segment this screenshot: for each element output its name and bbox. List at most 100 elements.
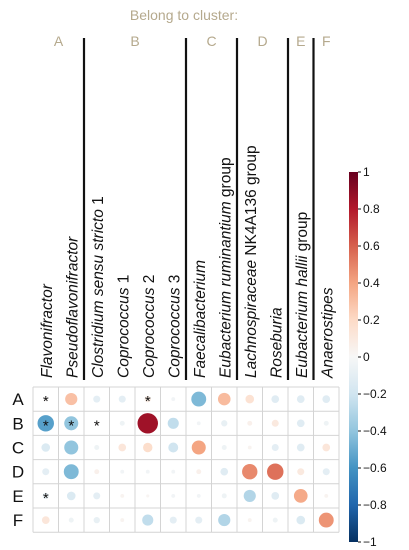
corr-cell-d-10 [297,468,305,476]
significance-marker: * [94,417,100,434]
corr-cell-d-0 [42,468,50,476]
corr-cell-e-7 [221,493,227,499]
colorbar-tick-label: −1 [363,535,377,549]
row-label-c: C [12,439,24,458]
corr-cell-b-8 [247,420,253,426]
colorbar-tick-label: 0.6 [363,239,380,253]
column-label: Lachnospiraceae NK4A136 group [243,145,260,378]
colorbar-tick-label: 1 [363,165,370,179]
significance-marker: * [43,393,49,410]
colorbar-tick-label: 0 [363,350,370,364]
corr-cell-b-9 [271,419,279,427]
corr-cell-c-8 [247,445,252,450]
corr-cell-c-11 [322,443,331,452]
colorbar-tick-label: −0.4 [363,424,387,438]
column-label: Pseudoflavonifractor [64,236,81,378]
colorbar-tick-label: −0.6 [363,461,387,475]
colorbar-tick-label: −0.8 [363,498,387,512]
column-label: Anaerostipes [319,287,336,379]
corr-cell-a-2 [93,395,101,403]
corr-cell-e-3 [120,493,125,498]
corr-cell-a-5 [171,397,176,402]
column-label-part: Coprococcus [141,287,158,378]
significance-marker: * [43,490,49,507]
corr-cell-f-7 [218,514,231,527]
corr-cell-a-4 [144,395,151,403]
corr-cell-f-4 [142,514,154,526]
colorbar-tick-label: 0.2 [363,313,380,327]
corr-cell-e-0 [42,492,49,500]
corr-cell-e-11 [324,493,329,498]
significance-marker: * [43,417,49,434]
column-label-part: Eubacterium hallii [294,255,311,378]
corr-cell-a-1 [65,393,78,406]
column-label: Coprococcus 1 [115,275,132,378]
corr-cell-b-3 [119,420,125,426]
corr-cell-a-3 [118,395,126,403]
corr-cell-f-5 [169,516,177,524]
column-label-part: Roseburia [268,307,285,378]
column-label-part: Clostridium sensu stricto [90,209,107,378]
cluster-label-b: B [130,33,139,49]
corr-cell-b-4 [137,413,158,434]
corr-cell-e-4 [146,494,150,498]
corr-cell-f-11 [318,512,334,528]
corr-cell-c-4 [143,442,153,453]
corr-cell-c-7 [221,445,227,450]
corr-cell-b-5 [167,417,179,429]
corr-cell-b-1 [64,416,79,431]
corr-cell-d-5 [171,469,176,474]
row-label-e: E [12,487,23,506]
column-label: Coprococcus 3 [166,275,183,378]
matrix-cells: * * * * * * [37,391,334,528]
corr-cell-e-10 [293,489,308,503]
column-label-part: Coprococcus [166,287,183,378]
column-label-part: Eubacterium ruminantium [217,201,234,378]
cluster-header: Belong to cluster: [130,7,238,23]
corr-cell-d-11 [322,468,330,476]
corr-cell-d-3 [120,469,125,474]
column-label-part: Anaerostipes [319,287,336,379]
column-label-part: Lachnospiraceae [243,260,260,378]
corr-cell-a-8 [245,394,255,404]
corr-cell-f-10 [296,515,306,525]
cluster-label-f: F [322,33,331,49]
corr-cell-f-2 [93,516,100,524]
column-label: Coprococcus 2 [141,275,158,378]
column-label-part: 2 [141,275,158,288]
corr-cell-a-9 [271,395,280,403]
column-label: Roseburia [268,307,285,378]
colorbar-tick-label: −0.2 [363,387,387,401]
corr-cell-b-11 [323,420,329,426]
column-label: Clostridium sensu stricto 1 [90,196,107,378]
corr-cell-c-5 [168,442,179,453]
cluster-label-a: A [54,33,64,49]
corr-cell-d-1 [63,464,79,480]
colorbar: 1 0.8 0.6 0.4 0.2 0 −0.2 −0.4 −0.6 −0.8 −1 [349,165,387,549]
corr-cell-b-10 [296,419,305,428]
cluster-label-e: E [296,33,305,49]
corr-cell-c-2 [94,445,100,450]
row-label-b: B [12,414,23,433]
column-labels: Flavonifractor Pseudoflavonifractor Clostr… [39,145,337,379]
corr-cell-c-6 [191,440,206,455]
column-label-part: 1 [90,196,107,209]
corr-cell-f-3 [120,518,125,523]
corr-cell-c-10 [296,443,305,452]
corr-cell-e-9 [271,492,280,500]
significance-marker: * [68,417,74,434]
corr-cell-e-2 [93,492,101,500]
corr-cell-d-4 [145,469,150,474]
corr-cell-e-6 [196,493,201,498]
column-label-part: Pseudoflavonifractor [64,236,81,378]
column-label-part: Flavonifractor [39,283,56,378]
corr-cell-d-9 [267,463,284,480]
row-label-d: D [12,463,24,482]
corr-cell-e-5 [171,493,176,498]
column-label: Faecalibacterium [192,260,209,378]
corr-cell-c-1 [64,440,79,455]
column-label-part: Faecalibacterium [192,260,209,378]
row-label-f: F [13,511,23,530]
corr-cell-b-2 [95,421,99,425]
